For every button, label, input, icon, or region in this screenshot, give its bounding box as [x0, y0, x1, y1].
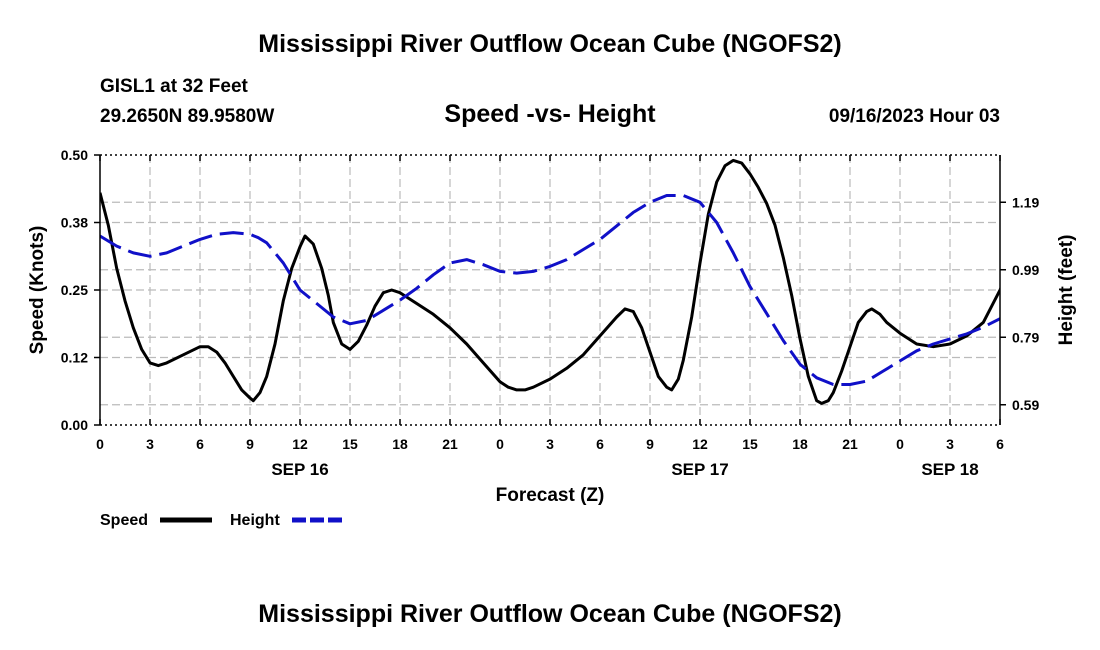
forecast-datetime: 09/16/2023 Hour 03 [828, 106, 1000, 127]
y-left-tick-label: 0.38 [61, 215, 88, 231]
chart-grid [100, 155, 1000, 425]
station-coordinates: 29.2650N 89.9580W [100, 106, 275, 127]
x-tick-label: 18 [392, 436, 408, 452]
date-label: SEP 17 [671, 460, 728, 479]
x-tick-label: 3 [946, 436, 954, 452]
y-right-tick-label: 0.99 [1012, 262, 1039, 278]
series-line-speed [100, 158, 1000, 405]
x-tick-label: 12 [292, 436, 308, 452]
x-tick-label: 12 [692, 436, 708, 452]
chart-legend: Speed Height [100, 512, 344, 529]
x-tick-label: 18 [792, 436, 808, 452]
date-label: SEP 18 [921, 460, 978, 479]
legend-label-height: Height [230, 512, 280, 529]
legend-label-speed: Speed [100, 512, 148, 529]
y-right-tick-label: 0.79 [1012, 329, 1039, 345]
chart-series [100, 158, 1000, 405]
date-label: SEP 16 [271, 460, 328, 479]
x-tick-label: 21 [842, 436, 858, 452]
x-tick-label: 15 [342, 436, 358, 452]
x-tick-label: 3 [546, 436, 554, 452]
x-tick-label: 6 [996, 436, 1004, 452]
y-left-tick-label: 0.50 [61, 147, 88, 163]
x-tick-label: 9 [646, 436, 654, 452]
x-tick-label: 21 [442, 436, 458, 452]
y-right-tick-label: 1.19 [1012, 194, 1039, 210]
x-tick-label: 0 [96, 436, 104, 452]
chart-title-repeat: Mississippi River Outflow Ocean Cube (NG… [258, 600, 842, 628]
x-tick-label: 6 [196, 436, 204, 452]
x-axis-title: Forecast (Z) [496, 485, 605, 506]
y-left-tick-label: 0.25 [61, 282, 88, 298]
y-right-tick-label: 0.59 [1012, 397, 1039, 413]
y-left-tick-label: 0.00 [61, 417, 88, 433]
y-left-axis-title: Speed (Knots) [27, 226, 48, 355]
station-label: GISL1 at 32 Feet [100, 76, 248, 97]
x-tick-label: 9 [246, 436, 254, 452]
chart-axes: 0 3 6 9 12 15 18 21 0 3 6 9 12 15 18 21 0 3 6 SEP 16 SEP 17 S… [27, 147, 1077, 506]
series-line-height [100, 194, 1000, 386]
x-tick-label: 0 [496, 436, 504, 452]
chart-subtitle: Speed -vs- Height [444, 100, 656, 128]
y-right-axis-title: Height (feet) [1056, 235, 1077, 346]
x-tick-label: 6 [596, 436, 604, 452]
y-left-tick-label: 0.12 [61, 350, 88, 366]
chart-title: Mississippi River Outflow Ocean Cube (NG… [258, 30, 842, 58]
x-tick-label: 3 [146, 436, 154, 452]
x-tick-label: 0 [896, 436, 904, 452]
x-tick-label: 15 [742, 436, 758, 452]
